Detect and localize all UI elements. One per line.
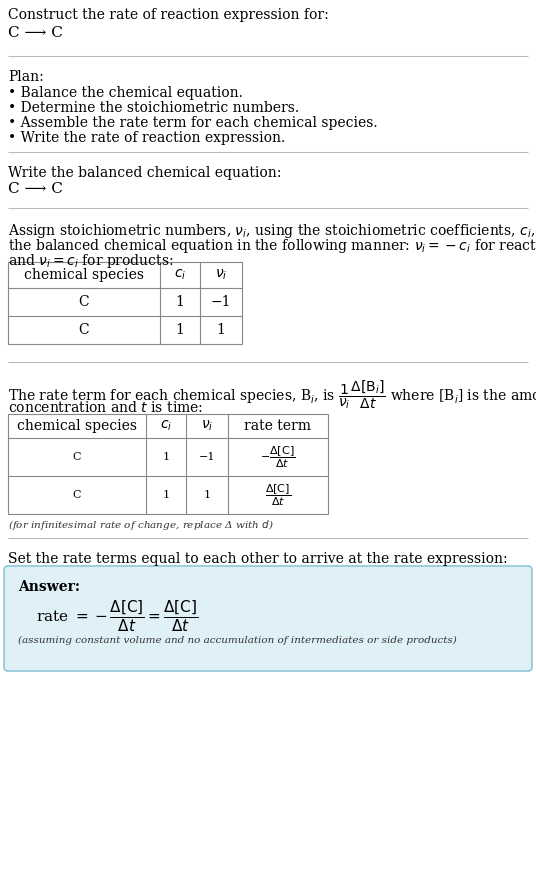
Text: $\nu_i$: $\nu_i$ (215, 268, 227, 283)
Text: • Balance the chemical equation.: • Balance the chemical equation. (8, 86, 243, 100)
Text: $c_i$: $c_i$ (174, 268, 186, 283)
Text: chemical species: chemical species (17, 419, 137, 433)
Text: concentration and $t$ is time:: concentration and $t$ is time: (8, 400, 203, 415)
Text: 1: 1 (162, 490, 169, 500)
Bar (8, 414, 328, 514)
Text: • Determine the stoichiometric numbers.: • Determine the stoichiometric numbers. (8, 101, 299, 115)
Text: Write the balanced chemical equation:: Write the balanced chemical equation: (8, 166, 281, 180)
Text: C ⟶ C: C ⟶ C (8, 26, 63, 40)
Text: 1: 1 (162, 452, 169, 462)
Text: 1: 1 (176, 295, 184, 309)
Text: −1: −1 (211, 295, 231, 309)
Text: −1: −1 (199, 452, 215, 462)
Text: $\dfrac{\Delta[\mathrm{C}]}{\Delta t}$: $\dfrac{\Delta[\mathrm{C}]}{\Delta t}$ (265, 482, 291, 508)
Text: 1: 1 (176, 323, 184, 337)
FancyBboxPatch shape (4, 566, 532, 671)
Text: (assuming constant volume and no accumulation of intermediates or side products): (assuming constant volume and no accumul… (18, 636, 457, 645)
Text: rate $= -\dfrac{\Delta[\mathrm{C}]}{\Delta t} = \dfrac{\Delta[\mathrm{C}]}{\Delt: rate $= -\dfrac{\Delta[\mathrm{C}]}{\Del… (36, 598, 198, 634)
Text: 1: 1 (217, 323, 226, 337)
Text: Construct the rate of reaction expression for:: Construct the rate of reaction expressio… (8, 8, 329, 22)
Text: $-\dfrac{\Delta[\mathrm{C}]}{\Delta t}$: $-\dfrac{\Delta[\mathrm{C}]}{\Delta t}$ (260, 444, 296, 470)
Text: C: C (73, 490, 81, 500)
Text: rate term: rate term (244, 419, 311, 433)
Text: • Write the rate of reaction expression.: • Write the rate of reaction expression. (8, 131, 285, 145)
Text: (for infinitesimal rate of change, replace Δ with $d$): (for infinitesimal rate of change, repla… (8, 518, 274, 532)
Text: the balanced chemical equation in the following manner: $\nu_i = -c_i$ for react: the balanced chemical equation in the fo… (8, 237, 536, 255)
Text: C: C (79, 323, 90, 337)
Text: C ⟶ C: C ⟶ C (8, 182, 63, 196)
Text: The rate term for each chemical species, B$_i$, is $\dfrac{1}{\nu_i}\dfrac{\Delt: The rate term for each chemical species,… (8, 378, 536, 411)
Text: $\nu_i$: $\nu_i$ (201, 419, 213, 433)
Bar (8, 262, 242, 344)
Text: Set the rate terms equal to each other to arrive at the rate expression:: Set the rate terms equal to each other t… (8, 552, 508, 566)
Text: Assign stoichiometric numbers, $\nu_i$, using the stoichiometric coefficients, $: Assign stoichiometric numbers, $\nu_i$, … (8, 222, 536, 240)
Text: chemical species: chemical species (24, 268, 144, 282)
Text: Answer:: Answer: (18, 580, 80, 594)
Text: and $\nu_i = c_i$ for products:: and $\nu_i = c_i$ for products: (8, 252, 174, 270)
Text: 1: 1 (204, 490, 211, 500)
Text: C: C (79, 295, 90, 309)
Text: $c_i$: $c_i$ (160, 419, 172, 433)
Text: • Assemble the rate term for each chemical species.: • Assemble the rate term for each chemic… (8, 116, 378, 130)
Text: C: C (73, 452, 81, 462)
Text: Plan:: Plan: (8, 70, 44, 84)
